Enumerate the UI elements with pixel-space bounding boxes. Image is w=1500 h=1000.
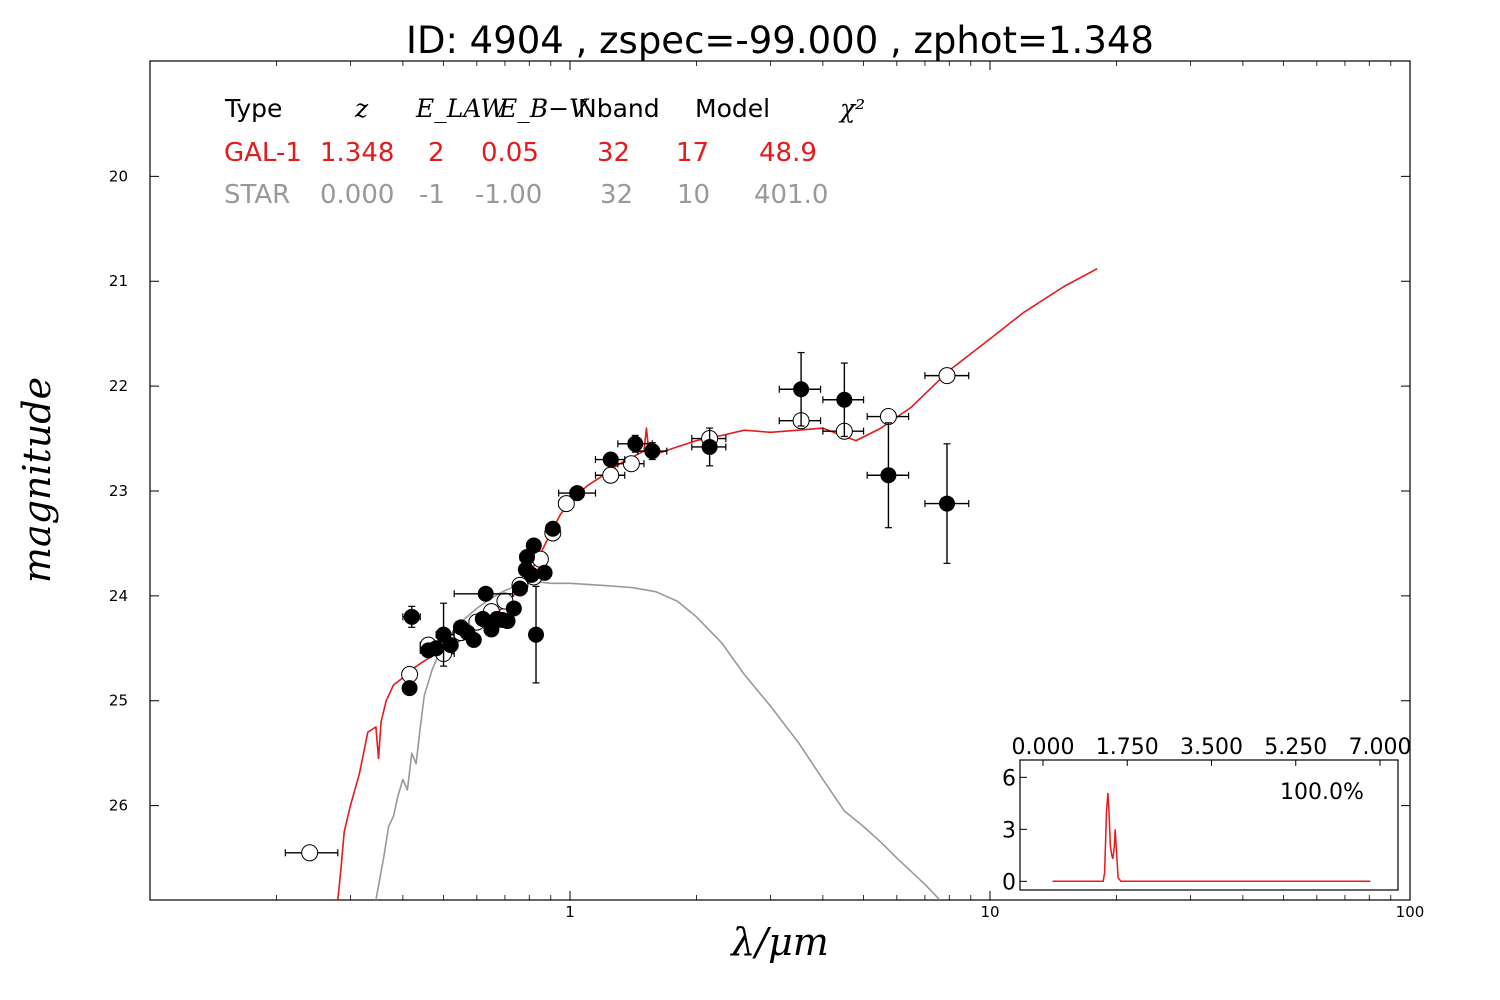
observed-photometry-point [505,600,522,617]
inset-x-tick-label: 7.000 [1349,735,1412,760]
observed-photometry-point [499,613,516,630]
model-photometry-point [622,455,640,473]
star-type: STAR [224,180,290,210]
observed-photometry-point [793,381,810,398]
observed-photometry-point [880,467,897,484]
observed-photometry-point [644,443,661,460]
inset-probability-label: 100.0% [1280,780,1364,805]
y-tick-label: 23 [109,482,128,500]
x-tick-label: 100 [1396,903,1425,921]
inset-y-tick-label: 0 [1002,870,1016,895]
observed-photometry-point [836,391,853,408]
main-series-layer [337,267,1098,900]
star-chi2: 401.0 [754,180,828,210]
x-tick-label: 1 [565,903,575,921]
observed-photometry-point [569,485,586,502]
model-photometry-point [557,495,575,513]
x-tick-label: 10 [980,903,999,921]
gal-nband: 32 [597,138,630,168]
y-tick-label: 22 [109,377,128,395]
y-tick-label: 24 [109,587,128,605]
observed-photometry-point [627,435,644,452]
model-photometry-point [602,466,620,484]
observed-photometry-point [511,580,528,597]
inset-x-tick-label: 1.750 [1096,735,1159,760]
observed-photometry-point [401,680,418,697]
header-nband: Nband [578,94,660,123]
y-axis-label: magnitude [15,377,59,583]
observed-photometry-point [536,564,553,581]
fit-results-table: Type z E_LAW E_B−V Nband Model χ² GAL-1 … [224,94,865,210]
model-photometry-point [301,844,319,862]
star-nband: 32 [600,180,633,210]
gal-e-bv: 0.05 [481,138,539,168]
observed-photometry-point [442,637,459,654]
model-photometry-point [879,408,897,426]
gal-model: 17 [676,138,709,168]
observed-photometry-point [525,537,542,554]
inset-x-tick-label: 5.250 [1264,735,1327,760]
observed-photometry-point [939,495,956,512]
header-type: Type [224,94,282,123]
pdz-inset: 0.000 1.750 3.500 5.250 7.000 0 3 6 100.0% [1002,735,1411,895]
y-tick-label: 21 [109,272,128,290]
y-tick-label: 26 [109,797,128,815]
inset-series-layer [1052,792,1371,883]
main-plot-frame [149,60,1411,901]
x-axis-label: λ/μm [729,920,829,964]
inset-x-tick-label: 3.500 [1180,735,1243,760]
y-tick-label: 20 [109,167,128,185]
observed-photometry-point [544,520,561,537]
inset-x-tick-label: 0.000 [1012,735,1075,760]
header-z: z [354,94,369,123]
model-photometry-point [531,550,549,568]
header-e-law: E_LAW [415,94,508,123]
gal-chi2: 48.9 [759,138,817,168]
observed-photometry-point [523,566,540,583]
header-chi2: χ² [838,94,865,123]
star-e-bv: -1.00 [475,180,542,210]
observed-photometry-point [403,608,420,625]
y-tick-label: 25 [109,692,128,710]
observed-photometry-point [701,438,718,455]
main-points-layer [284,351,970,862]
star-e-law: -1 [419,180,445,210]
observed-photometry-point [602,451,619,468]
observed-photometry-point [528,626,545,643]
gal-z: 1.348 [320,138,394,168]
model-photometry-point [938,367,956,385]
inset-y-tick-label: 3 [1002,818,1016,843]
inset-background [1019,759,1399,891]
gal-e-law: 2 [428,138,445,168]
galaxy-spectrum-line [337,267,1098,900]
observed-photometry-point [465,631,482,648]
model-photometry-point [401,666,419,684]
inset-y-tick-label: 6 [1002,766,1016,791]
gal-type: GAL-1 [224,138,302,168]
inset-axes-ticks: 0.000 1.750 3.500 5.250 7.000 0 3 6 [1002,735,1411,895]
header-e-bv: E_B−V [498,94,590,123]
pdz-curve [1052,792,1371,883]
observed-photometry-point [428,640,445,657]
star-model: 10 [677,180,710,210]
star-z: 0.000 [320,180,394,210]
header-model: Model [695,94,770,123]
figure-title: ID: 4904 , zspec=-99.000 , zphot=1.348 [406,19,1154,62]
observed-photometry-point [477,585,494,602]
